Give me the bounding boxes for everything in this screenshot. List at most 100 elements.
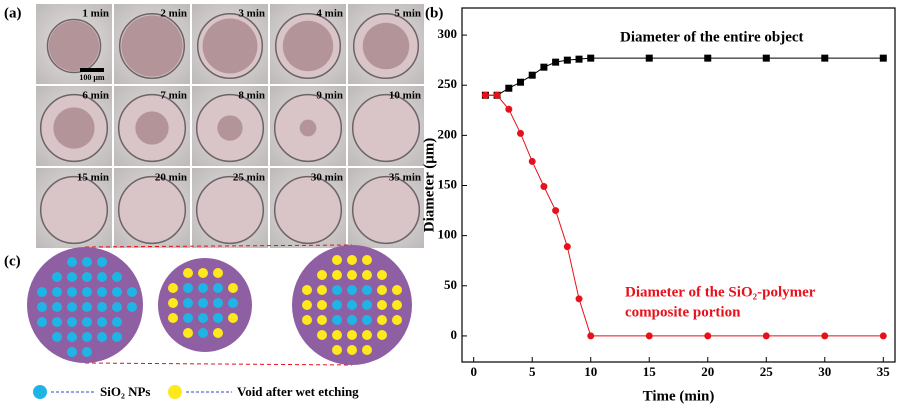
nanoparticle <box>67 347 77 357</box>
marker <box>880 332 887 339</box>
nanoparticle <box>362 300 372 310</box>
void <box>362 345 372 355</box>
nanoparticle <box>97 302 107 312</box>
nanoparticle <box>347 285 357 295</box>
marker <box>482 92 489 99</box>
particle <box>275 177 342 244</box>
marker <box>552 207 559 214</box>
void <box>213 268 223 278</box>
void <box>332 330 342 340</box>
void <box>377 315 387 325</box>
void <box>347 270 357 280</box>
marker <box>821 332 828 339</box>
void <box>213 328 223 338</box>
particle-core <box>203 19 258 74</box>
void <box>317 285 327 295</box>
chart: 05101520253035050100150200250300Time (mi… <box>421 8 895 404</box>
marker <box>880 55 887 62</box>
legend-text: SiO₂ NPs <box>100 384 151 399</box>
nanoparticle <box>362 315 372 325</box>
y-tick-label: 100 <box>438 227 458 242</box>
figure: 1 min2 min3 min4 min5 min6 min7 min8 min… <box>0 0 907 408</box>
nanoparticle <box>228 298 238 308</box>
nanoparticle <box>332 315 342 325</box>
panel-label: (a) <box>4 5 22 21</box>
nanoparticle <box>112 287 122 297</box>
marker <box>763 332 770 339</box>
annotation: Diameter of the entire object <box>620 29 804 45</box>
time-label: 30 min <box>311 172 343 184</box>
marker <box>821 55 828 62</box>
particle-core <box>121 15 182 76</box>
scale-label: 100 μm <box>79 73 105 82</box>
nanoparticle <box>332 285 342 295</box>
void <box>332 270 342 280</box>
void <box>377 300 387 310</box>
void <box>362 330 372 340</box>
particle-core <box>363 23 410 70</box>
nanoparticle <box>37 302 47 312</box>
y-tick-label: 300 <box>438 26 458 41</box>
particle-core <box>283 21 333 71</box>
y-tick-label: 0 <box>451 327 458 342</box>
void <box>377 285 387 295</box>
nanoparticle <box>183 283 193 293</box>
marker <box>564 57 571 64</box>
void <box>198 268 208 278</box>
void <box>362 270 372 280</box>
void <box>302 315 312 325</box>
nanoparticle <box>183 298 193 308</box>
void <box>317 300 327 310</box>
legend-dot <box>168 385 182 399</box>
nanoparticle <box>82 347 92 357</box>
nanoparticle <box>332 300 342 310</box>
void <box>317 315 327 325</box>
void <box>228 313 238 323</box>
nanoparticle <box>97 317 107 327</box>
nanoparticle <box>52 317 62 327</box>
marker <box>505 106 512 113</box>
x-tick-label: 5 <box>529 364 536 379</box>
nanoparticle <box>52 302 62 312</box>
particle <box>41 177 108 244</box>
nanoparticle <box>82 332 92 342</box>
marker <box>576 295 583 302</box>
void <box>347 255 357 265</box>
nanoparticle <box>67 317 77 327</box>
nanoparticle <box>127 287 137 297</box>
panel-label: (b) <box>425 5 443 21</box>
x-tick-label: 30 <box>818 364 831 379</box>
marker <box>646 332 653 339</box>
nanoparticle <box>198 313 208 323</box>
time-label: 9 min <box>316 90 343 102</box>
particle-core <box>300 120 317 137</box>
void <box>228 283 238 293</box>
time-label: 20 min <box>155 172 187 184</box>
panel-label: (c) <box>4 253 21 269</box>
time-label: 35 min <box>389 172 421 184</box>
nanoparticle <box>67 257 77 267</box>
legend-dot <box>33 385 47 399</box>
marker <box>587 55 594 62</box>
x-axis-title: Time (min) <box>643 388 715 404</box>
nanoparticle <box>198 328 208 338</box>
void <box>362 255 372 265</box>
nanoparticle <box>347 300 357 310</box>
void <box>347 345 357 355</box>
particle-core <box>217 115 242 140</box>
nanoparticle <box>82 302 92 312</box>
particle-core <box>135 111 168 144</box>
void <box>302 285 312 295</box>
time-label: 10 min <box>389 90 421 102</box>
time-label: 15 min <box>77 172 109 184</box>
guide-line <box>85 363 352 365</box>
annotation: Diameter of the SiO₂-polymer <box>625 284 816 300</box>
annotation: composite portion <box>625 304 741 320</box>
void <box>183 268 193 278</box>
nanoparticle <box>82 257 92 267</box>
nanoparticle <box>37 317 47 327</box>
nanoparticle <box>97 272 107 282</box>
marker <box>704 55 711 62</box>
marker <box>704 332 711 339</box>
